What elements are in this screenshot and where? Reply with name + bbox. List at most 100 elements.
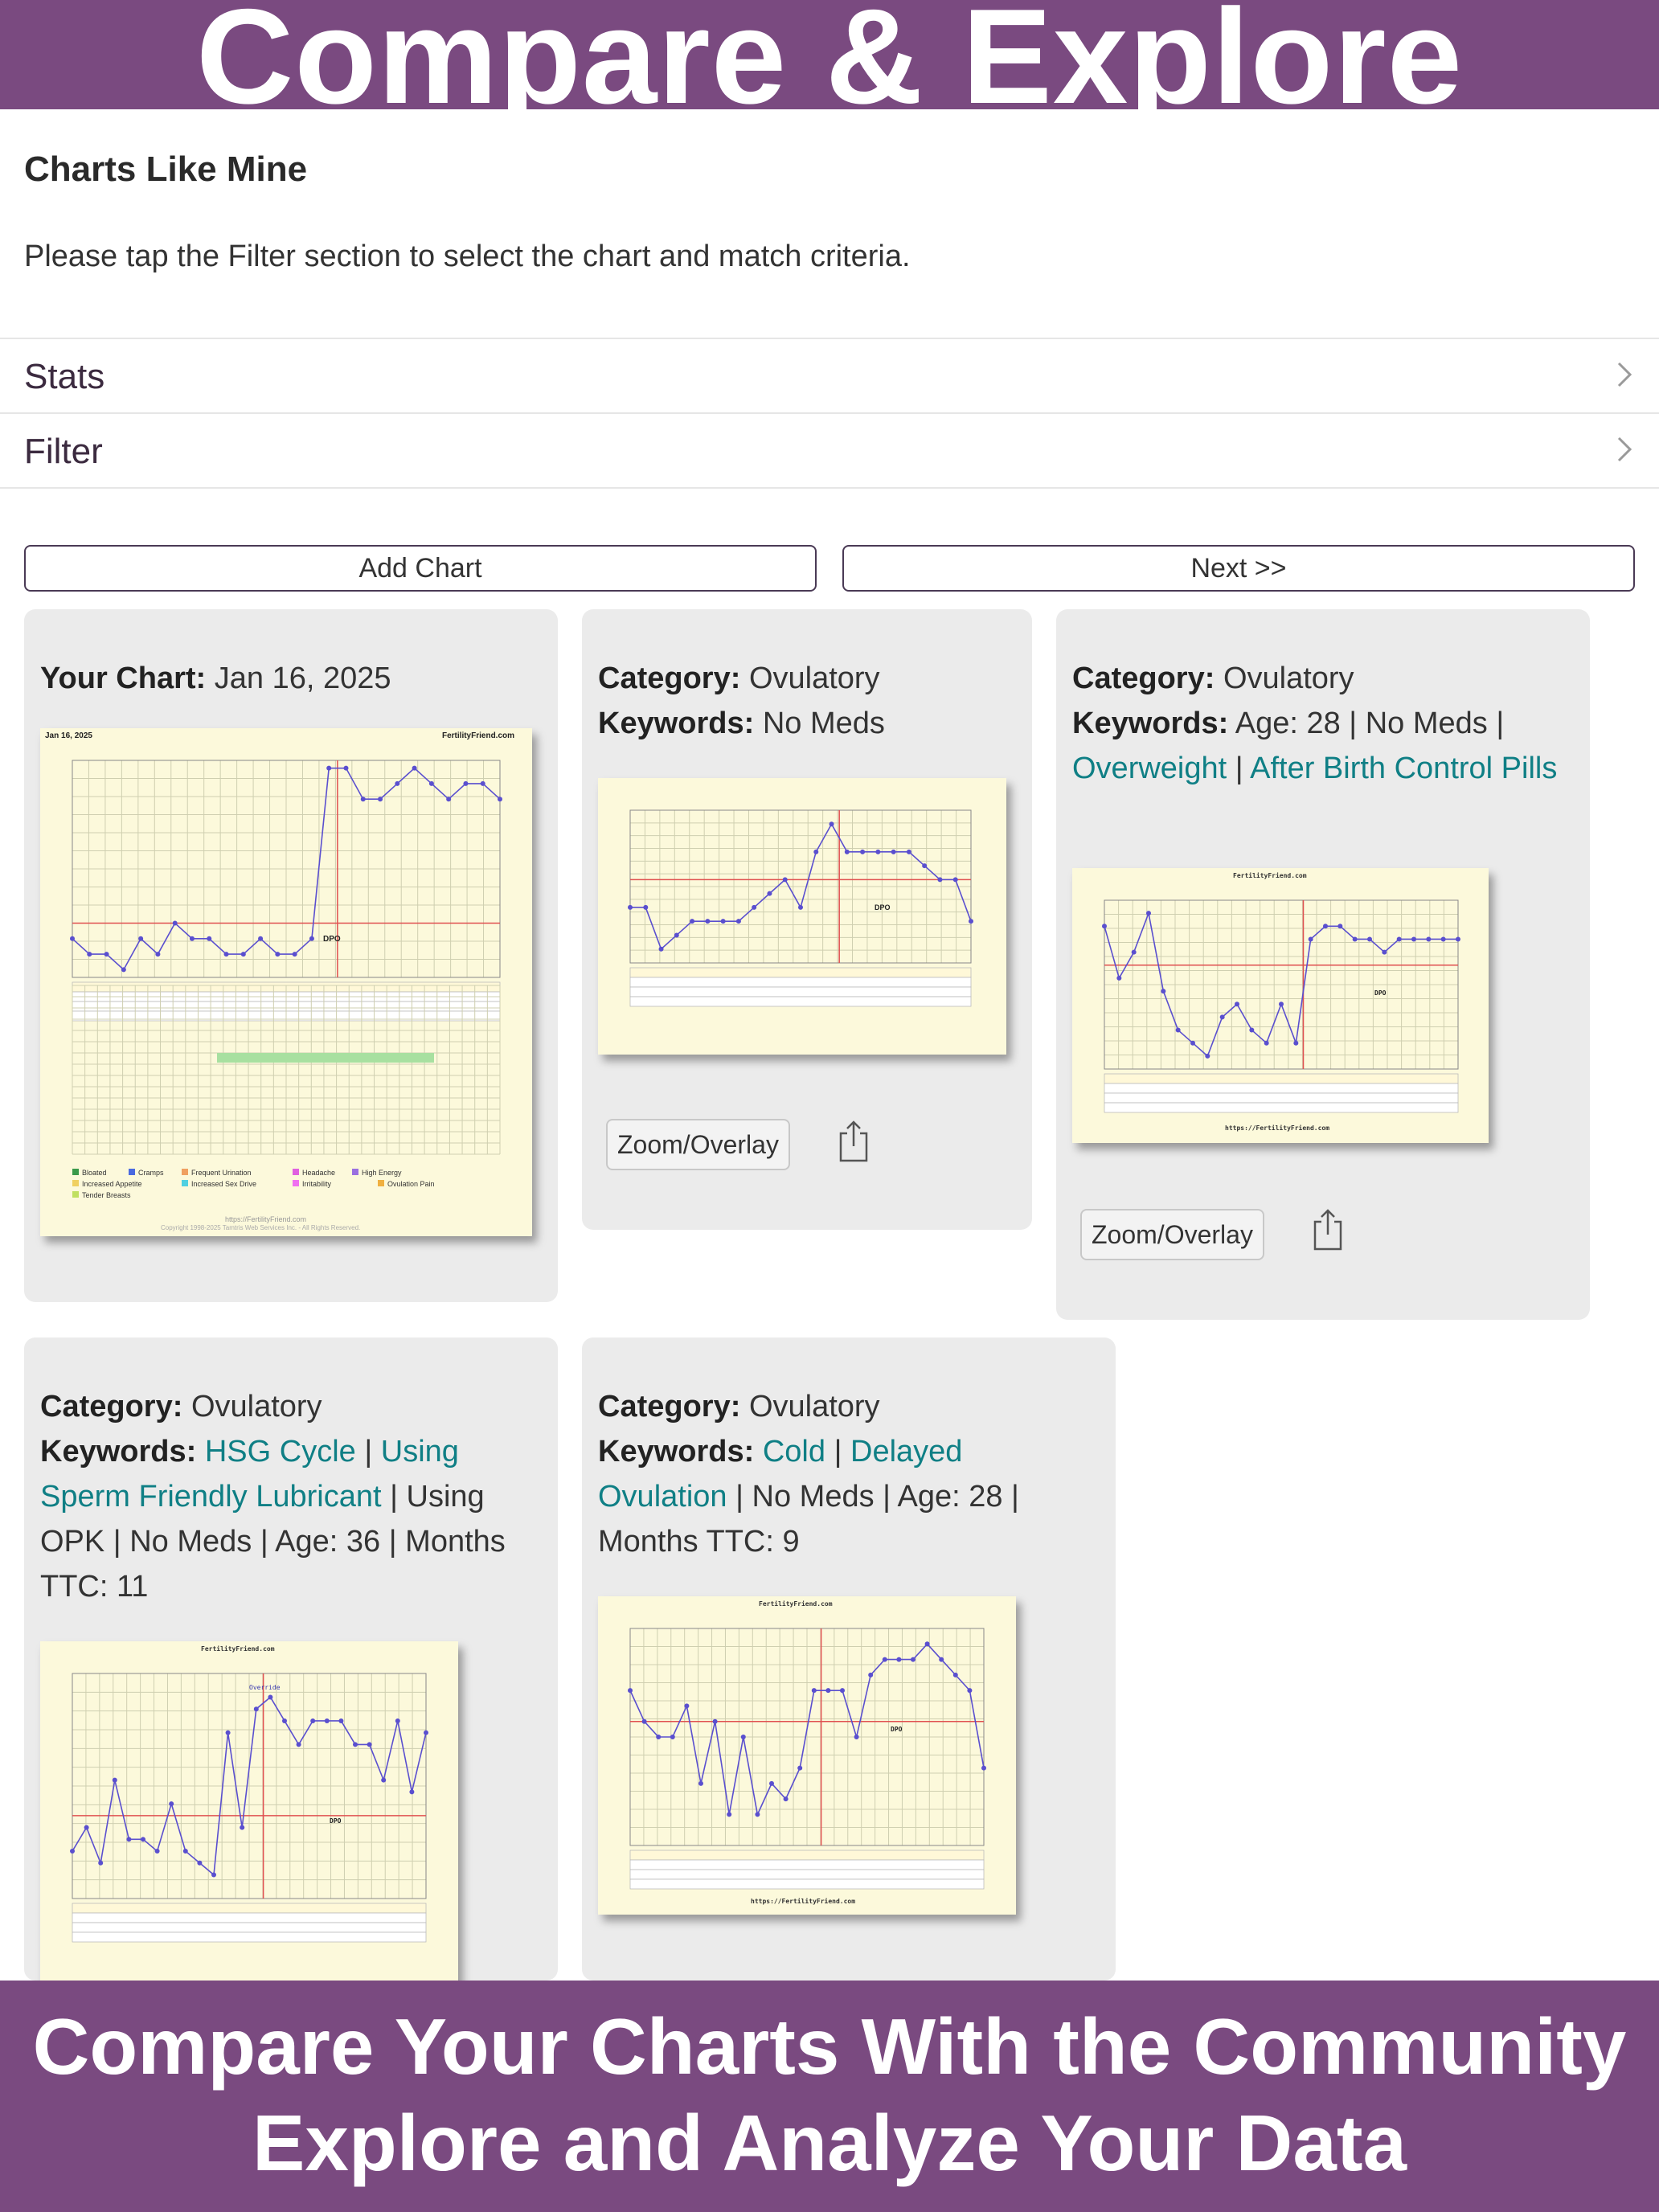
bottom-banner-line-2: Explore and Analyze Your Data — [252, 2099, 1407, 2187]
keyword-link-hsg-cycle[interactable]: HSG Cycle — [204, 1435, 356, 1469]
next-button[interactable]: Next >> — [842, 545, 1635, 592]
keywords-value: | No Meds | Age: 28 | Months TTC: 9 — [598, 1480, 1019, 1559]
temperature-point — [169, 1801, 174, 1807]
stats-bar — [217, 1053, 434, 1063]
temperature-point — [705, 919, 711, 924]
temperature-point — [197, 1860, 203, 1866]
temperature-point — [712, 1718, 718, 1724]
keyword-separator: | — [834, 1435, 842, 1469]
temperature-point — [698, 1780, 703, 1786]
match-card-1: Category: Ovulatory Keywords: No Meds DP… — [582, 609, 1032, 1230]
zoom-overlay-button[interactable]: Zoom/Overlay — [606, 1119, 790, 1170]
temperature-point — [121, 967, 126, 973]
temperature-point — [446, 797, 452, 802]
temperature-point — [811, 1688, 817, 1694]
data-row — [72, 1922, 427, 1933]
temperature-point — [798, 904, 803, 910]
bottom-banner-line-1: Compare Your Charts With the Community — [32, 2002, 1627, 2091]
temperature-point — [480, 780, 485, 786]
legend-item: Ovulation Pain — [387, 1180, 435, 1188]
keyword-link-delayed-ovulation[interactable]: Delayed Ovulation — [598, 1435, 963, 1514]
data-row — [1104, 1102, 1459, 1113]
keyword-link-cold[interactable]: Cold — [762, 1435, 825, 1469]
temperature-point — [641, 1718, 647, 1724]
plot-border — [72, 760, 501, 978]
legend-item: High Energy — [362, 1169, 402, 1177]
temperature-point — [381, 1777, 387, 1783]
match-card-2: Category: Ovulatory Keywords: Age: 28 | … — [1056, 609, 1590, 1320]
temperature-point — [825, 1688, 831, 1694]
temperature-point — [324, 1718, 330, 1723]
dpo-label: DPO — [330, 1817, 342, 1825]
temperature-point — [658, 946, 664, 952]
category-label: Category: — [1072, 662, 1215, 695]
chart-site-label: FertilityFriend.com — [759, 1600, 833, 1608]
section-heading: Charts Like Mine — [24, 150, 308, 189]
temperature-point — [225, 1730, 231, 1735]
data-row — [629, 1869, 985, 1880]
temperature-point — [1249, 1027, 1255, 1033]
match-chart-1-image[interactable]: DPO — [598, 778, 1006, 1055]
temperature-point — [84, 1825, 89, 1830]
match-chart-4-image[interactable]: FertilityFriend.com DPO https://Fertilit… — [598, 1596, 1016, 1915]
temperature-point — [1411, 936, 1416, 942]
data-row — [1104, 1073, 1459, 1084]
temperature-point — [896, 1657, 902, 1662]
data-row — [1104, 1092, 1459, 1104]
temperature-point — [767, 891, 772, 896]
filter-row[interactable]: Filter — [0, 412, 1659, 488]
temperature-point — [735, 919, 741, 924]
temperature-point — [1235, 1002, 1239, 1007]
add-chart-button[interactable]: Add Chart — [24, 545, 817, 592]
plot-border — [629, 809, 972, 964]
temperature-point — [155, 952, 161, 957]
chevron-right-icon — [1617, 436, 1632, 462]
match-card-3: Category: Ovulatory Keywords: HSG Cycle … — [24, 1337, 558, 1981]
temperature-point — [628, 1688, 633, 1694]
match-card-4: Category: Ovulatory Keywords: Cold | Del… — [582, 1337, 1116, 1981]
legend-item: Tender Breasts — [82, 1191, 131, 1199]
match-card-3-text: Category: Ovulatory Keywords: HSG Cycle … — [40, 1384, 542, 1609]
divider — [0, 487, 1659, 489]
temperature-series — [70, 1673, 428, 1943]
keyword-separator: | — [1235, 752, 1243, 785]
match-chart-1-svg: DPO — [628, 809, 973, 1007]
temperature-point — [720, 919, 726, 924]
keyword-link-after-birth-control[interactable]: After Birth Control Pills — [1250, 752, 1558, 785]
keyword-link-overweight[interactable]: Overweight — [1072, 752, 1227, 785]
zoom-overlay-button[interactable]: Zoom/Overlay — [1080, 1209, 1264, 1260]
grid-top — [70, 760, 502, 1155]
stats-row[interactable]: Stats — [0, 338, 1659, 413]
keywords-value: Age: 28 | No Meds | — [1235, 707, 1505, 740]
temperature-point — [628, 904, 633, 910]
match-chart-3-image[interactable]: FertilityFriend.com Override DPO — [40, 1641, 458, 1981]
temperature-point — [1352, 936, 1358, 942]
chart-site-label: FertilityFriend.com — [201, 1645, 275, 1653]
share-icon[interactable] — [1312, 1207, 1344, 1252]
category-label: Category: — [598, 1390, 741, 1423]
temperature-point — [70, 936, 75, 941]
temperature-point — [409, 1789, 415, 1795]
match-chart-4-svg: FertilityFriend.com DPO https://Fertilit… — [628, 1600, 986, 1905]
chevron-right-icon — [1617, 362, 1632, 387]
keyword-separator: | — [364, 1435, 373, 1469]
temperature-point — [87, 952, 92, 957]
keyword-link-sperm-friendly-lubricant[interactable]: Using Sperm Friendly Lubricant — [40, 1435, 459, 1514]
match-chart-2-image[interactable]: FertilityFriend.com DPO https://Fertilit… — [1072, 868, 1489, 1143]
share-icon[interactable] — [838, 1119, 870, 1164]
temperature-point — [309, 936, 314, 941]
temperature-point — [172, 920, 178, 926]
category-value: Ovulatory — [190, 1390, 322, 1423]
match-chart-3-svg: FertilityFriend.com Override DPO — [70, 1645, 428, 1943]
temperature-point — [1308, 936, 1313, 942]
temperature-point — [1190, 1040, 1195, 1046]
temperature-point — [326, 765, 332, 771]
your-chart-date: Jan 16, 2025 — [214, 662, 391, 695]
temperature-point — [875, 849, 881, 854]
chart-copyright: Copyright 1998-2025 Tamtris Web Services… — [161, 1224, 360, 1231]
your-chart-image[interactable]: Jan 16, 2025 FertilityFriend.com DPO Blo… — [40, 728, 532, 1236]
temperature-point — [882, 1657, 887, 1662]
temperature-point — [360, 797, 366, 802]
category-value: Ovulatory — [748, 1390, 880, 1423]
keywords-label: Keywords: — [40, 1435, 197, 1469]
